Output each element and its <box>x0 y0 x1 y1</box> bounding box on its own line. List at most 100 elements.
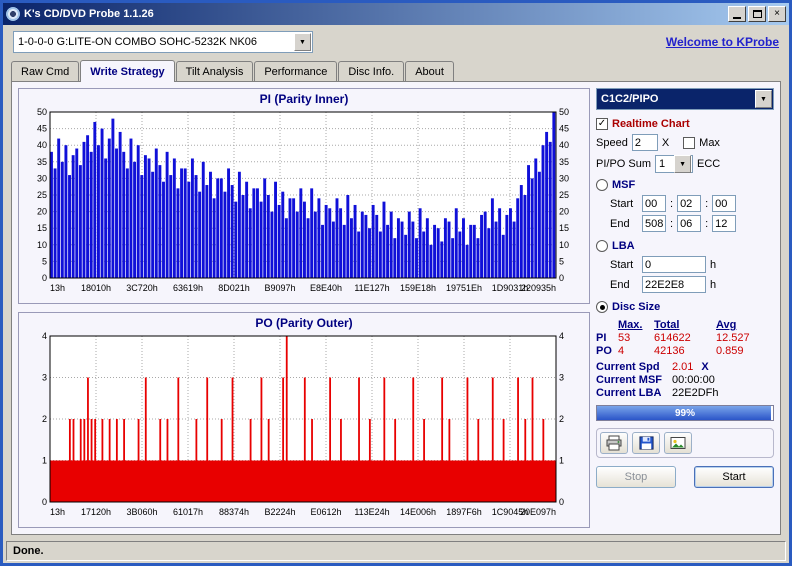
lba-label: LBA <box>612 240 635 252</box>
minimize-button[interactable] <box>728 6 746 22</box>
svg-text:10: 10 <box>559 240 569 250</box>
msf-start-row: Start : : <box>610 195 774 212</box>
msf-start-field-0[interactable] <box>642 195 666 212</box>
msf-radio[interactable] <box>596 179 608 191</box>
svg-text:2: 2 <box>559 414 564 424</box>
msf-start-label: Start <box>610 197 634 210</box>
tab-about[interactable]: About <box>405 61 454 81</box>
speed-input[interactable] <box>631 134 658 151</box>
svg-text:3B060h: 3B060h <box>126 507 157 517</box>
tab-write-strategy[interactable]: Write Strategy <box>80 60 175 82</box>
drive-select[interactable]: 1-0-0-0 G:LITE-ON COMBO SOHC-5232K NK06 … <box>13 31 313 53</box>
print-button[interactable] <box>600 432 628 454</box>
stop-button[interactable]: Stop <box>596 466 676 488</box>
current-lba-value: 22E2DFh <box>672 387 719 399</box>
mode-select-value: C1C2/PIPO <box>601 93 659 105</box>
msf-start-field-2[interactable] <box>712 195 737 212</box>
svg-text:1: 1 <box>559 456 564 466</box>
start-button[interactable]: Start <box>694 466 774 488</box>
minimize-icon <box>733 17 741 19</box>
svg-text:40: 40 <box>559 140 569 150</box>
toolbar: 1-0-0-0 G:LITE-ON COMBO SOHC-5232K NK06 … <box>3 25 789 59</box>
save-image-button[interactable] <box>664 432 692 454</box>
ecc-label: ECC <box>697 158 721 170</box>
tab-raw-cmd[interactable]: Raw Cmd <box>11 61 80 81</box>
svg-text:61017h: 61017h <box>173 507 203 517</box>
svg-text:2: 2 <box>42 414 47 424</box>
svg-text:8D021h: 8D021h <box>218 283 250 293</box>
svg-text:20: 20 <box>37 207 47 217</box>
progress-fill <box>597 406 772 420</box>
action-buttons: Stop Start <box>596 466 774 488</box>
mode-select[interactable]: C1C2/PIPO ▼ <box>596 88 774 110</box>
svg-text:45: 45 <box>37 124 47 134</box>
svg-text:45: 45 <box>559 124 569 134</box>
current-msf-row: Current MSF 00:00:00 <box>596 374 774 386</box>
max-checkbox[interactable] <box>683 136 696 149</box>
current-msf-value: 00:00:00 <box>672 374 715 386</box>
lba-start-field[interactable] <box>642 256 706 273</box>
lba-end-unit: h <box>710 278 717 291</box>
svg-text:5: 5 <box>42 256 47 266</box>
svg-text:25: 25 <box>559 190 569 200</box>
progress-bar: 99% <box>596 405 774 421</box>
check-icon: ✓ <box>597 118 607 129</box>
msf-radio-row: MSF <box>596 179 774 191</box>
current-spd-label: Current Spd <box>596 361 660 373</box>
msf-end-label: End <box>610 217 630 230</box>
tab-disc-info[interactable]: Disc Info. <box>338 61 405 81</box>
msf-end-field-2[interactable] <box>712 215 737 232</box>
svg-text:35: 35 <box>559 157 569 167</box>
tab-tilt-analysis[interactable]: Tilt Analysis <box>175 61 254 81</box>
save-icon <box>638 436 654 450</box>
svg-text:4: 4 <box>559 332 564 341</box>
maximize-button[interactable] <box>748 6 766 22</box>
po-avg-value: 0.859 <box>716 345 744 357</box>
current-spd-value: 2.01 <box>672 361 694 373</box>
max-label: Max <box>699 136 720 149</box>
disc-size-radio[interactable] <box>596 301 608 313</box>
lba-start-label: Start <box>610 258 634 271</box>
close-button[interactable]: × <box>768 6 786 22</box>
msf-start-field-1[interactable] <box>677 195 702 212</box>
msf-end-field-1[interactable] <box>677 215 702 232</box>
chevron-down-icon[interactable]: ▼ <box>294 33 311 51</box>
lba-end-label: End <box>610 278 630 291</box>
svg-text:1D9031h: 1D9031h <box>492 283 529 293</box>
chevron-down-icon[interactable]: ▼ <box>755 90 772 108</box>
msf-label: MSF <box>612 179 636 191</box>
lba-radio[interactable] <box>596 240 608 252</box>
svg-text:25: 25 <box>37 190 47 200</box>
realtime-label: Realtime Chart <box>612 118 690 130</box>
svg-text:E0612h: E0612h <box>310 507 341 517</box>
svg-text:35: 35 <box>37 157 47 167</box>
tab-performance[interactable]: Performance <box>254 61 338 81</box>
lba-end-field[interactable] <box>642 276 706 293</box>
chevron-down-icon[interactable]: ▼ <box>674 155 692 173</box>
svg-text:0: 0 <box>42 273 47 283</box>
svg-text:63619h: 63619h <box>173 283 203 293</box>
svg-text:15: 15 <box>37 223 47 233</box>
current-values: Current Spd 2.01 X Current MSF 00:00:00 … <box>596 361 774 400</box>
welcome-link[interactable]: Welcome to KProbe <box>665 35 779 49</box>
svg-text:13h: 13h <box>50 283 65 293</box>
pipo-sum-value: 1 <box>659 158 666 170</box>
po-chart-title: PO (Parity Outer) <box>255 316 353 330</box>
svg-text:1897F6h: 1897F6h <box>446 507 482 517</box>
svg-text:50: 50 <box>559 108 569 117</box>
stats-header-avg: Avg <box>716 319 737 331</box>
svg-text:1C9045h: 1C9045h <box>492 507 529 517</box>
pipo-sum-select[interactable]: 1 ▼ <box>655 155 694 173</box>
drive-select-value: 1-0-0-0 G:LITE-ON COMBO SOHC-5232K NK06 <box>18 36 258 48</box>
pi-chart-title: PI (Parity Inner) <box>259 92 349 106</box>
realtime-checkbox[interactable]: ✓ <box>596 118 608 130</box>
svg-text:15: 15 <box>559 223 569 233</box>
image-icon <box>670 437 686 449</box>
pi-avg-value: 12.527 <box>716 332 750 344</box>
chart-tools-box <box>596 428 774 458</box>
msf-end-field-0[interactable] <box>642 215 666 232</box>
svg-text:17120h: 17120h <box>81 507 111 517</box>
save-button[interactable] <box>632 432 660 454</box>
svg-text:18010h: 18010h <box>81 283 111 293</box>
